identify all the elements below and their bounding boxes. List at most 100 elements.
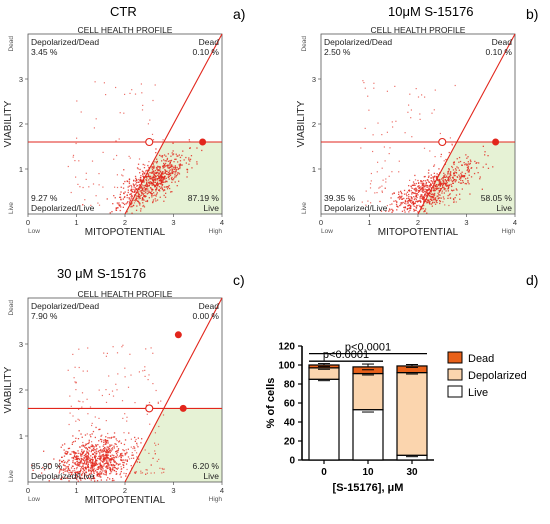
cell-event: [76, 463, 79, 465]
cell-event: [129, 193, 132, 195]
cell-event: [406, 200, 409, 202]
cell-event: [188, 163, 190, 165]
cell-event: [150, 464, 152, 466]
cell-event: [173, 176, 176, 178]
cell-event: [143, 206, 146, 208]
cell-event: [140, 179, 142, 182]
cell-event: [401, 195, 403, 197]
cell-event: [160, 180, 162, 182]
cell-event: [105, 355, 107, 357]
cell-event: [72, 456, 74, 459]
cell-event: [376, 171, 378, 173]
cell-event: [98, 184, 100, 186]
cell-event: [446, 181, 448, 184]
cell-event: [131, 205, 133, 208]
cell-event: [172, 153, 175, 155]
cell-event: [172, 172, 174, 174]
cell-event: [119, 472, 122, 474]
cell-event: [416, 192, 418, 195]
cell-event: [391, 171, 393, 173]
cell-event: [139, 204, 141, 206]
cell-event: [424, 184, 426, 186]
cell-event: [148, 185, 150, 187]
cell-event: [108, 393, 110, 395]
cell-event: [445, 183, 448, 185]
cell-event: [444, 184, 447, 186]
legend-label-live: Live: [468, 387, 488, 399]
cell-event: [58, 472, 60, 474]
cell-event: [130, 190, 133, 192]
cell-event: [96, 448, 98, 450]
cell-event: [440, 153, 442, 156]
cell-event: [364, 127, 366, 129]
cell-event: [98, 458, 100, 460]
cell-event: [456, 158, 458, 160]
cell-event: [69, 474, 72, 477]
cell-event: [411, 198, 413, 200]
cell-event: [140, 194, 142, 196]
cell-event: [137, 195, 139, 197]
cell-event: [166, 158, 168, 161]
cell-event: [173, 168, 175, 170]
cell-event: [465, 183, 468, 185]
cell-event: [167, 160, 169, 162]
cell-event: [140, 175, 142, 177]
cell-event: [119, 204, 121, 206]
cell-event: [149, 176, 151, 178]
cell-event: [427, 199, 430, 201]
cell-event: [90, 464, 92, 466]
cell-event: [93, 472, 95, 474]
cell-event: [466, 157, 468, 159]
cell-event: [65, 450, 67, 453]
cell-event: [91, 444, 93, 446]
cell-event: [94, 470, 96, 472]
cell-event: [151, 194, 153, 196]
cell-event: [186, 171, 189, 173]
cell-event: [168, 184, 170, 187]
cell-event: [88, 442, 90, 444]
cell-event: [100, 450, 102, 452]
cell-event: [443, 172, 445, 174]
cell-event: [466, 169, 468, 171]
cell-event: [397, 197, 399, 199]
cell-event: [401, 202, 403, 204]
cell-event: [66, 451, 69, 453]
cell-event: [165, 186, 167, 188]
cell-event: [146, 182, 148, 184]
cell-event: [71, 457, 73, 459]
cell-event: [111, 457, 113, 459]
y-tick-label: 3: [19, 75, 23, 84]
cell-event: [409, 179, 411, 181]
cell-event: [365, 190, 367, 192]
cell-event: [426, 186, 428, 188]
cell-event: [74, 471, 76, 474]
cell-event: [453, 173, 455, 175]
cell-event: [147, 164, 149, 167]
cell-event: [163, 200, 165, 202]
cell-event: [109, 478, 111, 480]
cell-event: [103, 465, 105, 467]
cell-event: [77, 475, 79, 478]
cell-event: [410, 207, 412, 210]
cell-event: [470, 176, 473, 178]
cell-event: [80, 476, 82, 479]
cell-event: [95, 118, 97, 120]
cell-event: [468, 171, 470, 173]
cell-event: [141, 186, 143, 188]
cell-event: [123, 462, 125, 464]
cell-event: [86, 452, 88, 454]
cell-event: [75, 420, 77, 422]
cell-event: [424, 175, 426, 178]
cell-event: [74, 451, 76, 454]
cell-event: [79, 461, 81, 464]
cell-event: [454, 174, 456, 177]
cell-event: [155, 190, 157, 192]
cell-event: [137, 188, 139, 190]
cell-event: [84, 446, 86, 448]
cell-event: [159, 196, 161, 198]
cell-event: [78, 366, 80, 369]
cell-event: [144, 375, 146, 377]
cell-event: [433, 190, 435, 192]
cell-event: [155, 175, 157, 178]
cell-event: [154, 184, 156, 187]
